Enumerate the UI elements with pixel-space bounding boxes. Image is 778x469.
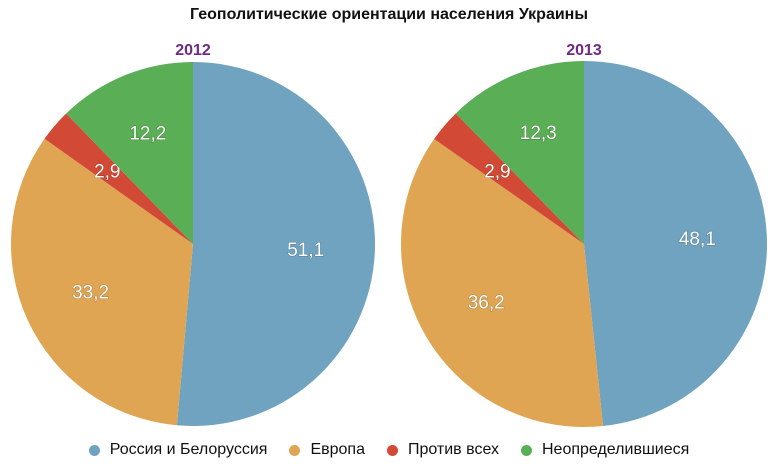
slice-value-label: 33,2 bbox=[72, 282, 109, 303]
legend: Россия и Белоруссия Европа Против всех Н… bbox=[0, 441, 778, 459]
legend-dot-icon bbox=[289, 444, 301, 456]
pie-chart-2012: 51,1 33,2 2,9 12,2 bbox=[10, 62, 375, 426]
pie-slice bbox=[176, 62, 375, 426]
slice-value-label: 2,9 bbox=[484, 162, 510, 183]
year-label-2013: 2013 bbox=[566, 42, 602, 59]
legend-dot-icon bbox=[88, 444, 100, 456]
legend-dot-icon bbox=[521, 444, 532, 456]
pie-slice bbox=[10, 138, 193, 426]
legend-item-undecided: Неопределившиеся bbox=[521, 441, 689, 459]
pie-chart-2013: 48,1 36,2 2,9 12,3 bbox=[400, 60, 767, 427]
legend-label: Россия и Белоруссия bbox=[109, 441, 268, 458]
chart-title: Геополитические ориентации населения Укр… bbox=[189, 6, 588, 23]
legend-item-against: Против всех bbox=[386, 441, 499, 459]
pie-slice bbox=[400, 139, 604, 427]
legend-label: Неопределившиеся bbox=[542, 441, 690, 458]
slice-value-label: 12,2 bbox=[129, 124, 166, 145]
slice-value-label: 12,3 bbox=[520, 123, 557, 144]
slice-value-label: 48,1 bbox=[679, 229, 716, 250]
year-label-2012: 2012 bbox=[175, 42, 211, 59]
pie-slice bbox=[584, 61, 767, 427]
pie-slice bbox=[434, 113, 584, 244]
pie-slice bbox=[455, 60, 584, 244]
pie-slice bbox=[66, 62, 193, 244]
legend-label: Европа bbox=[310, 441, 365, 458]
legend-label: Против всех bbox=[407, 441, 499, 458]
slice-value-label: 51,1 bbox=[287, 240, 324, 261]
legend-item-europe: Европа bbox=[289, 441, 365, 459]
legend-item-russia: Россия и Белоруссия bbox=[88, 441, 268, 459]
legend-dot-icon bbox=[386, 444, 398, 456]
pie-slice bbox=[44, 113, 193, 244]
slice-value-label: 36,2 bbox=[468, 293, 505, 314]
slice-value-label: 2,9 bbox=[94, 162, 120, 183]
